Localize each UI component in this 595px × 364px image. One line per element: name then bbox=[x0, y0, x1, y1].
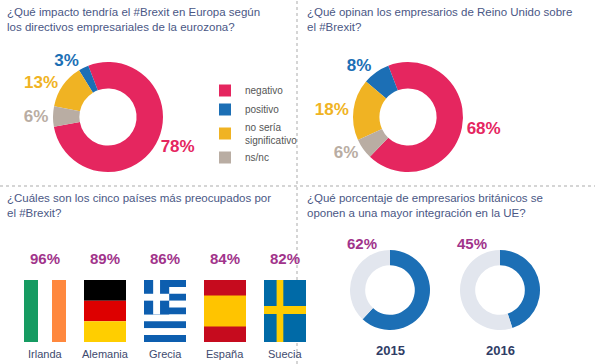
svg-text:Grecia: Grecia bbox=[149, 348, 182, 360]
svg-text:Alemania: Alemania bbox=[82, 348, 129, 360]
svg-text:6%: 6% bbox=[334, 143, 359, 162]
svg-text:¿Qué impacto tendría el #Brexi: ¿Qué impacto tendría el #Brexit en Europ… bbox=[7, 6, 260, 33]
svg-text:2015: 2015 bbox=[376, 343, 405, 358]
svg-text:45%: 45% bbox=[457, 235, 487, 252]
svg-text:96%: 96% bbox=[30, 250, 60, 267]
svg-text:8%: 8% bbox=[347, 56, 372, 75]
svg-text:¿Cuáles son los cinco países m: ¿Cuáles son los cinco países más preocup… bbox=[7, 192, 271, 219]
svg-text:Suecia: Suecia bbox=[268, 348, 303, 360]
svg-text:negativo: negativo bbox=[245, 85, 283, 96]
svg-text:España: España bbox=[206, 348, 244, 360]
svg-text:positivo: positivo bbox=[245, 104, 279, 115]
svg-text:Irlanda: Irlanda bbox=[28, 348, 63, 360]
svg-text:78%: 78% bbox=[161, 137, 195, 156]
svg-text:84%: 84% bbox=[210, 250, 240, 267]
svg-text:13%: 13% bbox=[24, 73, 58, 92]
svg-text:6%: 6% bbox=[24, 107, 49, 126]
svg-text:ns/nc: ns/nc bbox=[245, 152, 269, 163]
svg-text:2016: 2016 bbox=[486, 343, 515, 358]
svg-text:82%: 82% bbox=[270, 250, 300, 267]
svg-text:62%: 62% bbox=[347, 235, 377, 252]
svg-text:18%: 18% bbox=[315, 100, 349, 119]
svg-text:¿Qué opinan los empresarios de: ¿Qué opinan los empresarios de Reino Uni… bbox=[307, 6, 572, 33]
svg-text:¿Qué porcentaje de empresarios: ¿Qué porcentaje de empresarios británico… bbox=[307, 192, 543, 219]
svg-text:89%: 89% bbox=[90, 250, 120, 267]
svg-text:68%: 68% bbox=[467, 119, 501, 138]
svg-text:86%: 86% bbox=[150, 250, 180, 267]
svg-text:no seríasignificativo: no seríasignificativo bbox=[245, 122, 297, 146]
svg-text:3%: 3% bbox=[54, 51, 79, 70]
